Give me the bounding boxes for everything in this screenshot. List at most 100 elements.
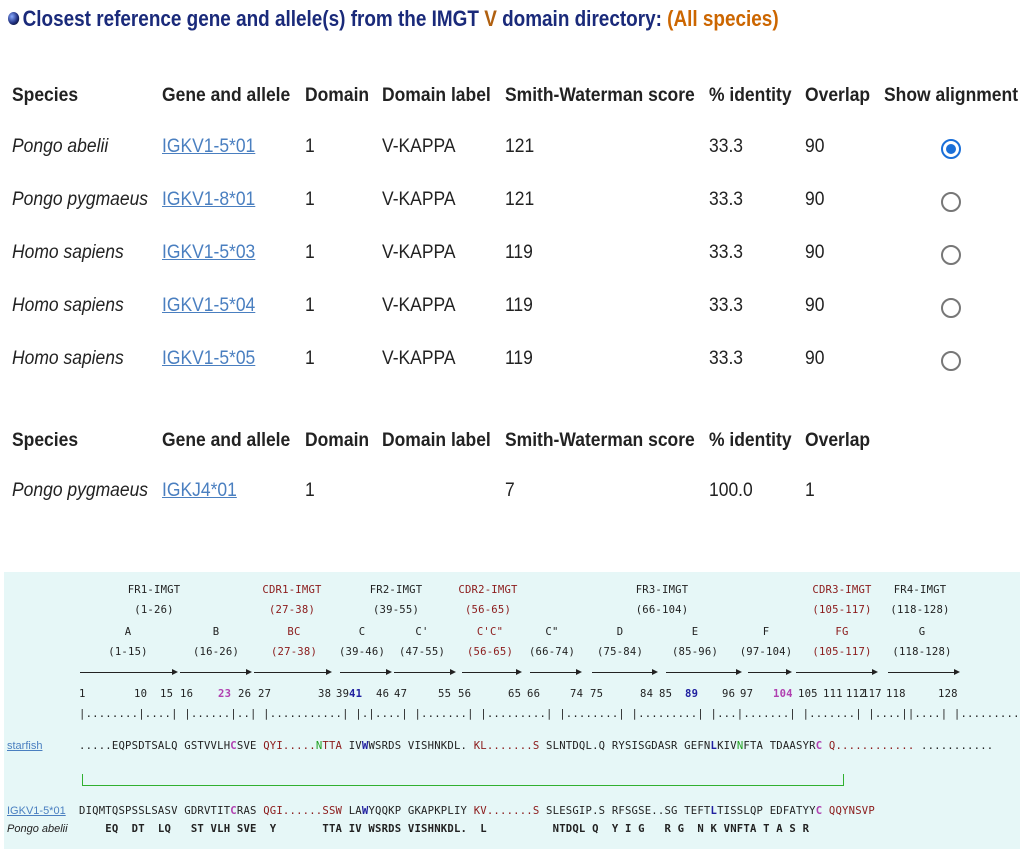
- table_v-header-0: Species: [12, 85, 79, 106]
- identity-cell: 33.3: [709, 136, 744, 157]
- strand-range: (39-46): [338, 646, 386, 658]
- position-number: 38: [318, 688, 332, 700]
- position-number: 96: [722, 688, 736, 700]
- species-cell: Pongo pygmaeus: [12, 189, 149, 210]
- strand-name: C": [545, 626, 559, 638]
- sequence-segment: QGI......SSW: [263, 805, 343, 817]
- strand-arrow: [530, 669, 582, 675]
- gene-allele-link[interactable]: IGKV1-5*03: [162, 242, 256, 263]
- show-alignment-radio[interactable]: [941, 192, 961, 212]
- sequence-segment: WSRDS VISHNKDL.: [368, 740, 474, 752]
- strand-arrow: [254, 669, 332, 675]
- sequence-segment: DIQMTQSPSSLSASV GDRVTIT: [79, 805, 231, 817]
- region-name: FR4-IMGT: [893, 584, 947, 596]
- sequence-segment: L: [710, 740, 718, 752]
- domain-cell: 1: [305, 295, 315, 316]
- position-number: 55: [438, 688, 452, 700]
- position-number: 97: [740, 688, 754, 700]
- table_v-header-2: Domain: [305, 85, 370, 106]
- overlap-cell: 90: [805, 242, 825, 263]
- species-cell: Homo sapiens: [12, 295, 124, 316]
- position-number: 85: [659, 688, 673, 700]
- strand-arrow: [340, 669, 392, 675]
- strand-name: C: [358, 626, 366, 638]
- region-range: (118-128): [890, 604, 950, 616]
- heading-prefix: Closest reference gene and allele(s) fro…: [22, 6, 479, 31]
- sequence-segment: C: [815, 740, 823, 752]
- gene-allele-link[interactable]: IGKV1-5*04: [162, 295, 256, 316]
- heading-species-scope: (All species): [667, 6, 779, 31]
- sequence-segment: YQQKP GKAPKPLIY: [368, 805, 474, 817]
- domain-cell: 1: [305, 242, 315, 263]
- position-number: 128: [938, 688, 958, 700]
- region-name: FR2-IMGT: [369, 584, 423, 596]
- species-cell: Homo sapiens: [12, 242, 124, 263]
- region-range: (66-104): [635, 604, 689, 616]
- label-cell: V-KAPPA: [382, 136, 456, 157]
- strand-range: (118-128): [892, 646, 952, 658]
- strand-range: (97-104): [739, 646, 793, 658]
- sequence-segment: QYI.....: [263, 740, 316, 752]
- sequence-segment: W: [361, 805, 369, 817]
- strand-name: C': [415, 626, 429, 638]
- gene-allele-link[interactable]: IGKV1-5*01: [162, 136, 256, 157]
- sequence-segment: L: [710, 805, 718, 817]
- position-number: 75: [590, 688, 604, 700]
- heading-suffix: domain directory:: [502, 6, 662, 31]
- position-number: 89: [685, 688, 699, 700]
- page-heading: Closest reference gene and allele(s) fro…: [8, 6, 779, 32]
- bullet-icon: [8, 11, 20, 25]
- label-cell: V-KAPPA: [382, 189, 456, 210]
- sequence-segment: KV.......S: [473, 805, 540, 817]
- sequence-segment: KL.......S: [473, 740, 540, 752]
- query-sequence: .....EQPSDTSALQ GSTVVLHCSVE QYI.....NTTA…: [79, 740, 993, 752]
- sequence-segment: SLESGIP.S RFSGSE..SG TEFT: [539, 805, 711, 817]
- reference-gene-link[interactable]: IGKV1-5*01: [7, 805, 66, 817]
- overlap-cell: 90: [805, 189, 825, 210]
- domain-cell: 1: [305, 480, 315, 501]
- table_v-header-4: Smith-Waterman score: [505, 85, 695, 106]
- identity-line: EQ DT LQ ST VLH SVE Y TTA IV WSRDS VISHN…: [79, 823, 810, 835]
- region-range: (105-117): [812, 604, 872, 616]
- position-number: 56: [458, 688, 472, 700]
- sequence-segment: FTA TDAASYR: [743, 740, 816, 752]
- table_v-header-7: Show alignment: [884, 85, 1019, 106]
- position-number: 111: [823, 688, 843, 700]
- strand-name: E: [691, 626, 699, 638]
- identity-cell: 33.3: [709, 348, 744, 369]
- domain-cell: 1: [305, 189, 315, 210]
- sequence-segment: TTA: [322, 740, 343, 752]
- strand-arrow: [462, 669, 522, 675]
- show-alignment-radio[interactable]: [941, 245, 961, 265]
- gene-allele-link[interactable]: IGKJ4*01: [162, 480, 237, 501]
- strand-range: (85-96): [671, 646, 719, 658]
- sequence-segment: [822, 740, 829, 752]
- gene-allele-link[interactable]: IGKV1-5*05: [162, 348, 256, 369]
- table_j-header-3: Domain label: [382, 430, 491, 451]
- show-alignment-radio[interactable]: [941, 351, 961, 371]
- position-number: 1: [79, 688, 86, 700]
- table_v-header-6: Overlap: [805, 85, 871, 106]
- species-cell: Pongo abelii: [12, 136, 109, 157]
- table_j-header-2: Domain: [305, 430, 370, 451]
- region-range: (56-65): [464, 604, 512, 616]
- sequence-segment: SVE: [236, 740, 264, 752]
- sequence-segment: C: [815, 805, 823, 817]
- strand-range: (47-55): [398, 646, 446, 658]
- sequence-segment: LA: [342, 805, 362, 817]
- label-cell: V-KAPPA: [382, 295, 456, 316]
- position-number: 15: [160, 688, 174, 700]
- position-number: 46: [376, 688, 390, 700]
- table_v-header-1: Gene and allele: [162, 85, 291, 106]
- show-alignment-radio[interactable]: [941, 298, 961, 318]
- show-alignment-radio[interactable]: [941, 139, 961, 159]
- gene-allele-link[interactable]: IGKV1-8*01: [162, 189, 256, 210]
- query-name-link[interactable]: starfish: [7, 740, 43, 752]
- label-cell: V-KAPPA: [382, 242, 456, 263]
- sequence-segment: QQYNSVP: [828, 805, 875, 817]
- sequence-segment: IV: [342, 740, 362, 752]
- strand-name: F: [762, 626, 770, 638]
- region-name: CDR3-IMGT: [812, 584, 872, 596]
- sequence-segment: N: [736, 740, 744, 752]
- strand-name: A: [124, 626, 132, 638]
